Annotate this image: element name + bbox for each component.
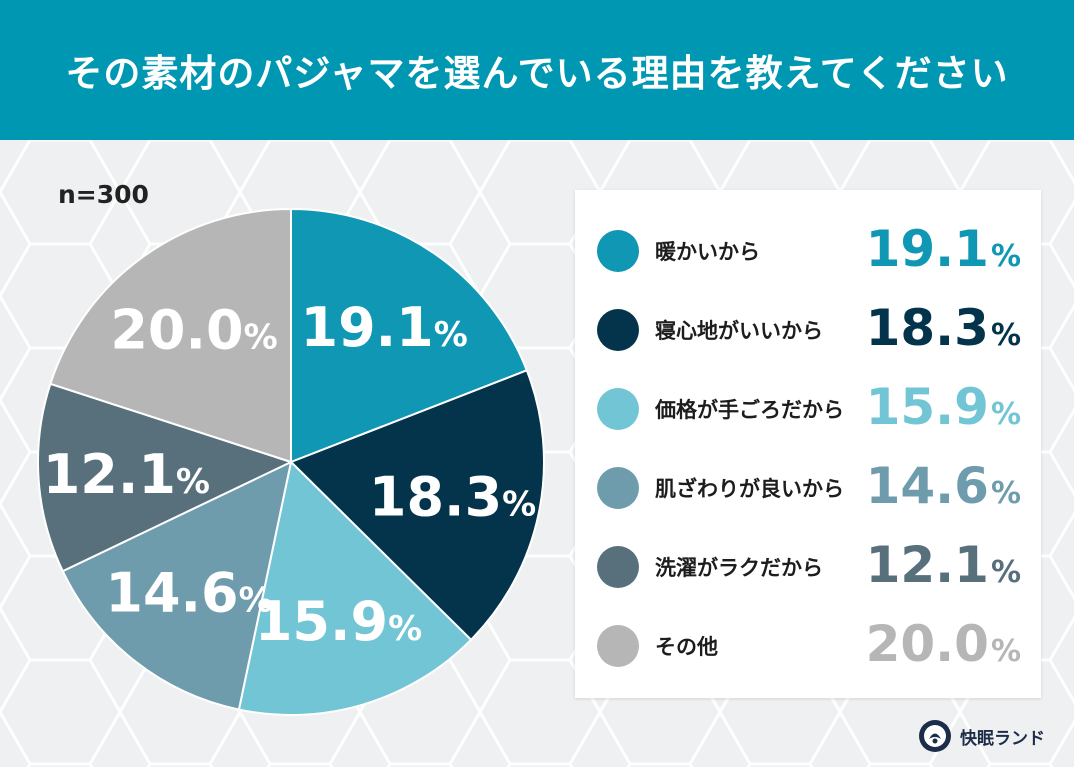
legend-value-number: 18.3 (865, 299, 989, 357)
legend-value-number: 19.1 (865, 220, 989, 278)
legend-item: 価格が手ごろだから 15.9% (575, 378, 1041, 438)
legend-value-number: 12.1 (865, 536, 989, 594)
pie-slice-label-3: 14.6% (105, 562, 272, 625)
chart-title: その素材のパジャマを選んでいる理由を教えてください (65, 52, 1009, 95)
legend-value-number: 20.0 (865, 615, 989, 673)
brand-mark: 快眠ランド (918, 718, 1045, 754)
pie-slice-3 (61, 460, 293, 711)
legend-value-unit: % (990, 239, 1021, 274)
legend-label: 暖かいから (655, 240, 760, 264)
pie-slice-label-5: 20.0% (110, 299, 277, 362)
legend-value-number: 15.9 (865, 378, 989, 436)
legend-panel: 暖かいから 19.1% 寝心地がいいから 18.3% 価格が手ごろだから 15.9% 肌ざわ… (575, 190, 1041, 698)
legend-swatch (597, 230, 639, 272)
sample-size-label: n=300 (58, 180, 149, 209)
pie-slice-label-1: 18.3% (369, 465, 536, 528)
pie-slice-2 (237, 460, 473, 716)
legend-swatch (597, 546, 639, 588)
legend-value-number: 14.6 (865, 457, 989, 515)
legend-item: 肌ざわりが良いから 14.6% (575, 457, 1041, 517)
legend-value-unit: % (990, 318, 1021, 353)
legend-value: 14.6% (866, 457, 1021, 515)
legend-item: 暖かいから 19.1% (575, 220, 1041, 280)
legend-label: 洗濯がラクだから (655, 556, 823, 580)
pie-slice-1 (289, 369, 545, 642)
legend-value-unit: % (990, 397, 1021, 432)
kaimin-land-logo-icon (919, 720, 951, 752)
legend-item: その他 20.0% (575, 615, 1041, 675)
legend-swatch (597, 625, 639, 667)
legend-item: 洗濯がラクだから 12.1% (575, 536, 1041, 596)
legend-label: その他 (655, 635, 718, 659)
legend-label: 肌ざわりが良いから (655, 477, 844, 501)
pie-slice-label-2: 15.9% (255, 590, 422, 653)
brand-name: 快眠ランド (960, 728, 1045, 749)
pie-slice-0 (290, 207, 529, 464)
legend-swatch (597, 388, 639, 430)
pie-slice-label-4: 12.1% (43, 443, 210, 506)
legend-label: 寝心地がいいから (655, 319, 823, 343)
pie-slice-5 (49, 207, 292, 464)
legend-value: 18.3% (866, 299, 1021, 357)
legend-value: 20.0% (866, 615, 1021, 673)
legend-value-unit: % (990, 555, 1021, 590)
legend-value: 19.1% (866, 220, 1021, 278)
legend-label: 価格が手ごろだから (655, 398, 844, 422)
legend-swatch (597, 467, 639, 509)
legend-value: 15.9% (866, 378, 1021, 436)
pie-slice-label-0: 19.1% (301, 296, 468, 359)
pie-slice-4 (37, 382, 294, 573)
legend-value-unit: % (990, 634, 1021, 669)
title-banner: その素材のパジャマを選んでいる理由を教えてください (0, 0, 1074, 140)
legend-swatch (597, 309, 639, 351)
legend-value-unit: % (990, 476, 1021, 511)
legend-value: 12.1% (866, 536, 1021, 594)
pie-chart: 19.1% 18.3% 15.9%14.6% 12.1% 20.0% (37, 207, 545, 716)
legend-item: 寝心地がいいから 18.3% (575, 299, 1041, 359)
